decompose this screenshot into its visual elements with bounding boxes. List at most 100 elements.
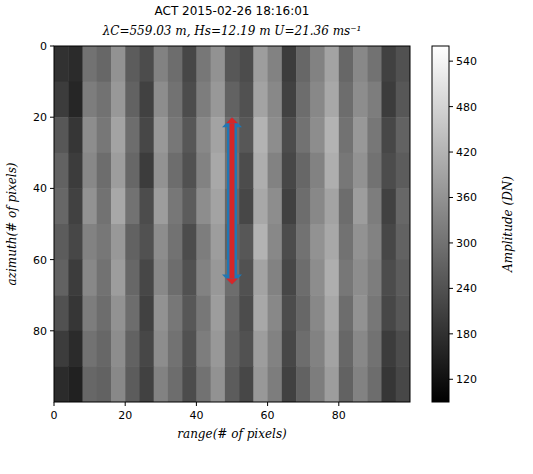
cell (225, 331, 240, 367)
colorbar-tick-label: 180 (456, 328, 477, 341)
cell (339, 188, 354, 224)
cell (225, 82, 240, 118)
cell (282, 366, 297, 402)
cell (339, 331, 354, 367)
cell (268, 224, 283, 260)
colorbar-tick (449, 106, 453, 107)
cell (396, 153, 410, 189)
chart: ACT 2015-02-26 18:16:01λC=559.03 m, Hs=1… (0, 0, 533, 474)
y-axis-title: azimuth(# of pixels) (5, 162, 19, 285)
cell (154, 366, 169, 402)
arrow-annotation (222, 117, 242, 284)
cell (68, 46, 83, 82)
cell (367, 260, 382, 296)
cell (382, 224, 397, 260)
cell (125, 117, 140, 153)
cell (182, 366, 197, 402)
cell (97, 224, 112, 260)
colorbar-tick (449, 152, 453, 153)
cell (396, 188, 410, 224)
cell (296, 117, 311, 153)
cell (268, 46, 283, 82)
y-tick-label: 20 (33, 111, 47, 124)
cell (325, 260, 340, 296)
cell (325, 117, 340, 153)
y-tick (50, 330, 54, 331)
cell (382, 260, 397, 296)
cell (310, 366, 325, 402)
cell (168, 260, 183, 296)
colorbar-tick (449, 379, 453, 380)
cell (382, 331, 397, 367)
cell (111, 153, 126, 189)
x-tick-label: 60 (261, 409, 275, 422)
cell (139, 366, 154, 402)
cell (296, 295, 311, 331)
cell (111, 366, 126, 402)
cell (367, 46, 382, 82)
cell (325, 46, 340, 82)
cell (339, 295, 354, 331)
x-tick (196, 402, 197, 406)
cell (282, 224, 297, 260)
colorbar-tick-label: 420 (456, 146, 477, 159)
cell (268, 260, 283, 296)
cell (139, 82, 154, 118)
cell (353, 82, 368, 118)
cell (54, 295, 69, 331)
colorbar-tick (449, 288, 453, 289)
cell (82, 260, 97, 296)
colorbar-tick-label: 240 (456, 282, 477, 295)
title: ACT 2015-02-26 18:16:01 (155, 4, 310, 18)
cell (111, 117, 126, 153)
cell (196, 188, 211, 224)
colorbar-tick-label: 120 (456, 373, 477, 386)
cell (225, 366, 240, 402)
cell (54, 117, 69, 153)
cell (82, 188, 97, 224)
cell (68, 188, 83, 224)
cell (396, 82, 410, 118)
cell (54, 331, 69, 367)
cell (168, 188, 183, 224)
cell (211, 224, 226, 260)
cell (296, 331, 311, 367)
cell (325, 224, 340, 260)
cell (296, 188, 311, 224)
cell (97, 188, 112, 224)
cell (196, 117, 211, 153)
cell (339, 82, 354, 118)
cell (253, 46, 268, 82)
cell (239, 188, 254, 224)
cell (282, 46, 297, 82)
cell (239, 366, 254, 402)
colorbar-tick (449, 333, 453, 334)
cell (325, 153, 340, 189)
cell (282, 295, 297, 331)
cell (296, 224, 311, 260)
cell (139, 260, 154, 296)
cell (325, 82, 340, 118)
cell (182, 153, 197, 189)
cell (196, 82, 211, 118)
x-tick-label: 20 (118, 409, 132, 422)
cell (353, 366, 368, 402)
cell (111, 188, 126, 224)
cell (125, 260, 140, 296)
cell (82, 295, 97, 331)
cell (310, 46, 325, 82)
cell (253, 366, 268, 402)
cell (54, 366, 69, 402)
cell (353, 188, 368, 224)
cell (154, 331, 169, 367)
x-tick (338, 402, 339, 406)
cell (325, 331, 340, 367)
cell (82, 117, 97, 153)
cell (54, 224, 69, 260)
cell (367, 188, 382, 224)
cell (253, 260, 268, 296)
cell (168, 82, 183, 118)
cell (211, 295, 226, 331)
y-tick-label: 40 (33, 182, 47, 195)
arrow-shaft (230, 123, 235, 278)
